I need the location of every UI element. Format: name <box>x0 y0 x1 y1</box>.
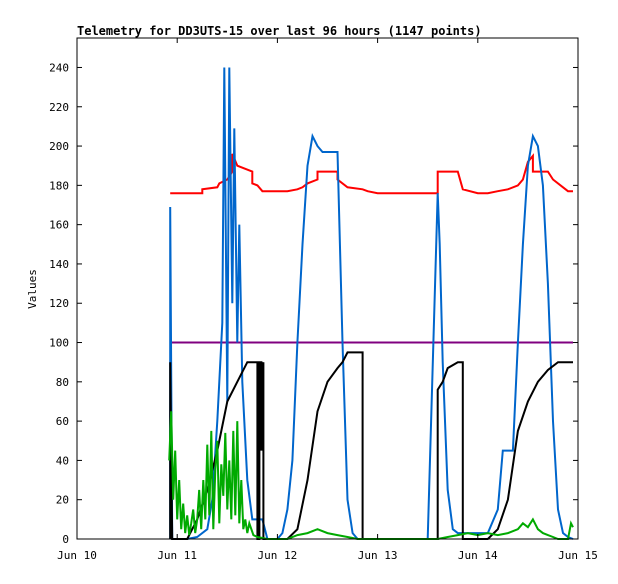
series-line-4 <box>168 411 574 540</box>
y-tick-label: 80 <box>56 376 69 389</box>
y-tick-label: 200 <box>49 140 69 153</box>
y-tick-label: 60 <box>56 415 69 428</box>
y-tick-label: 40 <box>56 454 69 467</box>
x-tick-label: Jun 15 <box>558 549 598 562</box>
series-layer <box>168 67 574 540</box>
plot-frame <box>76 37 579 540</box>
series-line-2 <box>169 67 574 540</box>
x-tick-label: Jun 11 <box>157 549 197 562</box>
x-tick-label: Jun 12 <box>258 549 298 562</box>
y-tick-label: 100 <box>49 337 69 350</box>
y-tick-label: 160 <box>49 219 69 232</box>
y-tick-label: 20 <box>56 494 69 507</box>
y-axis-label: Values <box>26 269 39 309</box>
y-tick-label: 240 <box>49 61 69 74</box>
x-tick-label: Jun 10 <box>57 549 97 562</box>
axes-layer: 0 20 40 60 80 100 120 140 160 180 200 220 240 Jun 10 J… <box>49 38 598 562</box>
y-tick-label: 0 <box>62 533 69 546</box>
y-tick-label: 140 <box>49 258 69 271</box>
y-tick-label: 120 <box>49 297 69 310</box>
x-tick-label: Jun 14 <box>458 549 498 562</box>
x-tick-label: Jun 13 <box>358 549 398 562</box>
chart-title: Telemetry for DD3UTS-15 over last 96 hou… <box>77 24 482 38</box>
y-tick-label: 220 <box>49 101 69 114</box>
y-tick-label: 180 <box>49 179 69 192</box>
